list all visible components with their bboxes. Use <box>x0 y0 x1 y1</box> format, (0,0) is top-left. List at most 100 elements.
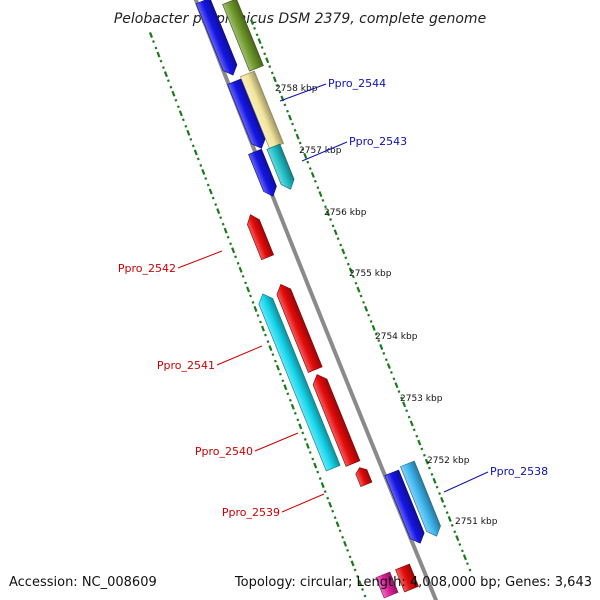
outer-scale-tick <box>156 51 161 58</box>
inner-scale-tick <box>283 103 287 107</box>
outer-scale-tick <box>208 188 213 195</box>
gene-label-reverse: Ppro_2542 <box>118 262 176 275</box>
outer-scale-tick <box>311 457 315 461</box>
scale-label: 2752 kbp <box>427 456 470 466</box>
outer-scale-tick <box>221 222 225 226</box>
inner-scale-tick <box>344 256 348 260</box>
gene-bar-blue <box>195 0 238 76</box>
inner-scale-tick <box>394 382 399 389</box>
inner-scale-tick <box>301 148 305 151</box>
outer-scale-tick <box>260 325 265 332</box>
outer-scale-tick <box>303 438 307 441</box>
outer-scale-tick <box>290 403 295 410</box>
outer-scale-tick <box>253 306 258 312</box>
outer-scale-tick <box>206 183 210 187</box>
inner-scale-tick <box>329 218 333 221</box>
outer-scale-tick <box>238 266 243 273</box>
outer-scale-tick <box>353 568 357 572</box>
inner-scale-tick <box>400 396 403 400</box>
outer-scale-tick <box>286 392 290 396</box>
inner-scale-tick <box>354 281 358 285</box>
inner-scale-tick <box>346 262 350 266</box>
label-leader-line <box>216 345 263 366</box>
gene-bar-red-ppro-2540 <box>276 283 323 373</box>
inner-scale-tick <box>382 351 386 355</box>
inner-scale-ticks <box>249 19 472 572</box>
map-title: Pelobacter propionicus DSM 2379, complet… <box>114 11 486 27</box>
outer-scale-tick <box>301 431 305 435</box>
inner-scale-tick <box>417 439 422 446</box>
scale-label: 2751 kbp <box>455 517 498 527</box>
outer-scale-tick <box>186 129 191 136</box>
outer-scale-tick <box>234 255 238 259</box>
outer-scale-tick <box>152 40 155 43</box>
outer-scale-tick <box>162 66 165 70</box>
outer-scale-tick <box>350 560 355 567</box>
inner-scale-tick <box>255 33 259 37</box>
outer-scale-tick <box>313 462 318 469</box>
inner-scale-tick <box>303 152 308 159</box>
inner-scale-tick <box>318 191 323 198</box>
inner-scale-tick <box>298 141 302 145</box>
outer-scale-tick <box>326 496 330 500</box>
gene-label-forward: Ppro_2544 <box>328 77 386 90</box>
inner-scale-tick <box>379 344 384 350</box>
inner-scale-tick <box>412 428 416 432</box>
inner-scale-tick <box>272 76 277 83</box>
outer-scale-tick <box>196 157 200 161</box>
outer-scale-tick <box>346 548 350 552</box>
inner-scale-tick <box>386 363 391 370</box>
inner-scale-tick <box>420 447 424 451</box>
outer-scale-tick <box>288 398 292 402</box>
gene-label-reverse: Ppro_2540 <box>195 445 253 458</box>
inner-scale-tick <box>450 523 454 527</box>
label-leader-line <box>281 493 325 513</box>
gene-bar-olive <box>222 0 264 72</box>
inner-scale-tick <box>468 568 472 572</box>
scale-labels: 2758 kbp 2757 kbp 2756 kbp 2755 kbp 2754 kbp… <box>275 84 498 527</box>
outer-scale-tick <box>361 588 364 591</box>
inner-scale-tick <box>369 320 373 323</box>
outer-scale-tick <box>348 555 352 559</box>
inner-scale-tick <box>348 267 353 274</box>
gene-label-forward: Ppro_2543 <box>349 135 407 148</box>
outer-scale-tick <box>341 535 345 539</box>
outer-scale-tick <box>211 196 215 200</box>
inner-scale-tick <box>326 210 331 217</box>
outer-scale-tick <box>256 314 260 317</box>
inner-scale-tick <box>356 286 361 293</box>
outer-scale-tick <box>163 71 168 78</box>
label-leader-line <box>301 141 348 162</box>
inner-scale-tick <box>402 401 407 408</box>
inner-scale-tick <box>287 114 293 121</box>
outer-scale-tick <box>343 540 348 547</box>
outer-scale-tick <box>278 372 282 376</box>
outer-scale-tick <box>273 359 277 363</box>
outer-scale-tick <box>259 320 262 324</box>
inner-scale-tick <box>310 171 315 178</box>
gene-bar-red-bottom <box>395 563 419 593</box>
inner-scale-tick <box>397 390 401 394</box>
outer-scale-tick <box>193 149 198 156</box>
inner-scale-tick <box>367 313 371 317</box>
inner-scale-tick <box>409 420 414 427</box>
label-leader-line <box>254 432 299 452</box>
outer-scale-tick <box>176 105 180 109</box>
gene-labels: Ppro_2544 Ppro_2543 Ppro_2538 Ppro_2542 Ppro… <box>118 77 548 519</box>
outer-scale-tick <box>283 384 288 391</box>
outer-scale-tick <box>323 490 327 494</box>
inner-scale-tick <box>341 248 346 255</box>
inner-scale-tick <box>321 198 325 202</box>
inner-scale-tick <box>428 466 431 470</box>
outer-scale-tick <box>268 345 273 352</box>
outer-scale-tick <box>214 203 218 207</box>
scale-label: 2757 kbp <box>299 146 342 156</box>
inner-scale-tick <box>331 224 335 228</box>
gene-label-reverse: Ppro_2541 <box>157 359 215 372</box>
inner-scale-tick <box>306 160 310 164</box>
inner-scale-tick <box>445 511 449 515</box>
gene-bar-cyan-ppro-2541 <box>258 293 341 472</box>
gene-bar-red-small <box>355 467 373 487</box>
inner-scale-tick <box>415 434 419 438</box>
inner-scale-tick <box>389 371 393 374</box>
